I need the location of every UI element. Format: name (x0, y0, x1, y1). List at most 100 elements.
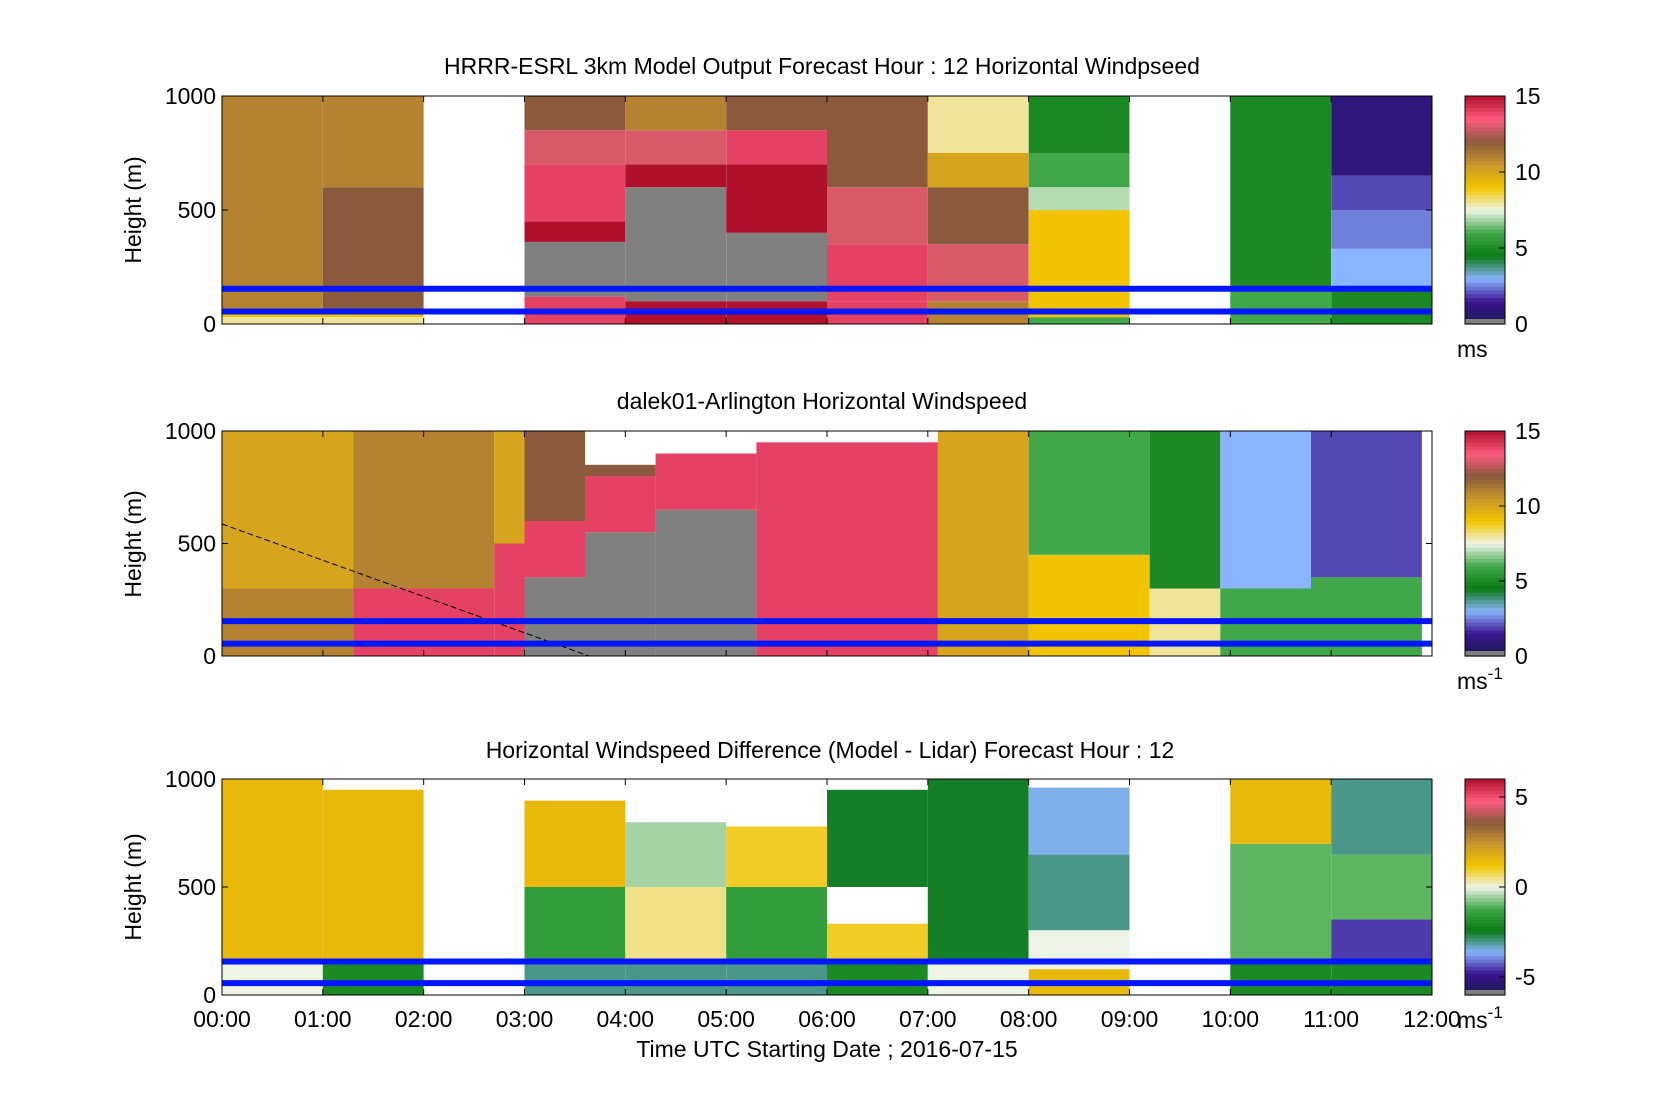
heatmap-cell (927, 779, 1029, 963)
colorbar-tick-label: 5 (1515, 568, 1528, 594)
heatmap-cell (827, 244, 928, 302)
colorbar-swatch (1465, 800, 1505, 805)
x-tick-label: 11:00 (1303, 1006, 1359, 1032)
colorbar-swatch (1465, 962, 1505, 967)
colorbar-swatch (1465, 213, 1505, 219)
heatmap-cell (585, 532, 656, 657)
colorbar-swatch (1465, 843, 1505, 848)
y-tick-label: 1000 (165, 766, 216, 792)
heatmap-cell (1331, 919, 1432, 963)
heatmap-cell (1028, 210, 1130, 290)
colorbar-swatch (1465, 573, 1505, 578)
heatmap-cell (524, 96, 626, 131)
heatmap-cell (1149, 431, 1221, 589)
heatmap-cell (322, 962, 424, 995)
colorbar-swatch (1465, 431, 1505, 436)
colorbar-swatch (1465, 248, 1505, 253)
x-tick-label: 08:00 (1000, 1006, 1058, 1032)
colorbar-unit-superscript: -1 (1488, 664, 1503, 683)
heatmap-cell (625, 130, 727, 165)
colorbar-swatch (1465, 539, 1505, 545)
colorbar-swatch (1465, 267, 1505, 272)
heatmap-cell (827, 96, 928, 188)
heatmap-cell (222, 96, 323, 311)
colorbar-swatch (1465, 229, 1505, 234)
heatmap-cell (524, 887, 626, 963)
heatmap-cell (655, 453, 757, 510)
y-tick-label: 500 (178, 197, 216, 223)
colorbar-swatch (1465, 977, 1505, 982)
colorbar-swatch (1465, 588, 1505, 593)
panel-lidar-reflines (222, 618, 1432, 647)
x-tick-label: 02:00 (395, 1006, 453, 1032)
colorbar-tick-label: -5 (1515, 964, 1535, 990)
colorbar-swatch (1465, 915, 1505, 920)
colorbar-swatch (1465, 554, 1505, 560)
colorbar-swatch (1465, 861, 1505, 866)
heatmap-cell (1028, 187, 1130, 210)
heatmap-cell (726, 887, 827, 963)
colorbar-swatch (1465, 937, 1505, 942)
colorbar-swatch (1465, 923, 1505, 928)
colorbar-swatch (1465, 818, 1505, 823)
colorbar-swatch (1465, 596, 1505, 601)
heatmap-cell (655, 509, 757, 657)
panel-lidar-yticks: 0 500 1000 (165, 418, 1432, 669)
colorbar-swatch (1465, 491, 1505, 496)
panel-model-ylabel: Height (m) (120, 156, 146, 263)
colorbar-swatch (1465, 118, 1505, 124)
heatmap-cell (1331, 962, 1432, 995)
y-tick-label: 1000 (165, 83, 216, 109)
colorbar-swatch (1465, 278, 1505, 283)
colorbar-frame (1464, 430, 1506, 657)
heatmap-cell (827, 187, 928, 245)
colorbar-swatch (1465, 869, 1505, 874)
panel-model-xticks (221, 96, 1433, 324)
colorbar-swatch (1465, 225, 1505, 230)
colorbar-swatch (1465, 524, 1505, 530)
colorbar-swatch (1465, 607, 1505, 612)
colorbar-swatch (1465, 453, 1505, 458)
colorbar-swatch (1465, 449, 1505, 455)
colorbar-swatch (1465, 836, 1505, 841)
colorbar-swatch (1465, 509, 1505, 515)
colorbar-swatch (1465, 479, 1505, 485)
heatmap-cell (625, 822, 727, 887)
colorbar-swatch (1465, 908, 1505, 913)
colorbar-swatch (1465, 786, 1505, 791)
colorbar-swatch (1465, 833, 1505, 838)
heatmap-cell (726, 130, 827, 165)
colorbar-swatch (1465, 168, 1505, 173)
colorbar-unit-label: ms (1457, 336, 1488, 362)
colorbar-swatch (1465, 883, 1505, 888)
heatmap-cell (322, 789, 424, 963)
heatmap-cell (322, 317, 424, 324)
heatmap-cell (1028, 854, 1130, 931)
colorbar-swatch (1465, 641, 1505, 646)
colorbar-swatch (1465, 289, 1505, 295)
colorbar-swatch (1465, 959, 1505, 964)
colorbar-swatch (1465, 528, 1505, 533)
colorbar-swatch (1465, 851, 1505, 856)
colorbar-swatch (1465, 297, 1505, 302)
heatmap-cell (322, 187, 424, 311)
colorbar-swatch (1465, 969, 1505, 974)
panel-model-reflines (222, 285, 1432, 315)
heatmap-cell (524, 962, 626, 995)
colorbar-swatch (1465, 912, 1505, 917)
colorbar-swatch (1465, 206, 1505, 211)
colorbar-swatch (1465, 217, 1505, 222)
colorbar-swatch (1465, 789, 1505, 794)
colorbar-swatch (1465, 446, 1505, 451)
colorbar-swatch (1465, 153, 1505, 158)
colorbar-swatch (1465, 130, 1505, 135)
colorbar-swatch (1465, 637, 1505, 642)
heatmap-cell (524, 521, 585, 578)
colorbar-tick-label: 5 (1515, 784, 1528, 810)
heatmap-cell (1028, 554, 1150, 657)
colorbar-swatch (1465, 179, 1505, 184)
heatmap-cell (927, 962, 1029, 995)
colorbar-swatch (1465, 558, 1505, 563)
colorbar-swatch (1465, 251, 1505, 257)
heatmap-cell (222, 962, 323, 995)
